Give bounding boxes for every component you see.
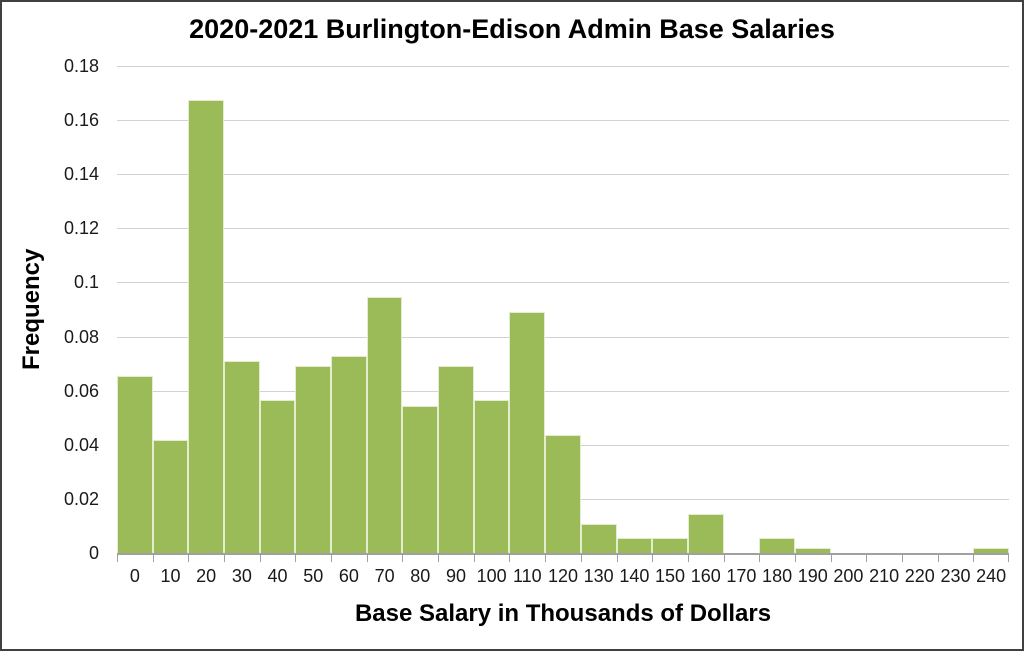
x-tick-label: 60 — [338, 566, 359, 586]
x-axis-tick — [723, 553, 725, 562]
x-axis-tick-labels: 0 10 20 30 40 50 60 70 80 90 100 110 120 130 140 150 160… — [117, 565, 1009, 587]
x-axis-tick — [866, 553, 868, 562]
histogram-bar-50 — [295, 366, 332, 553]
histogram-bar-150 — [652, 538, 688, 553]
x-axis-tick — [830, 553, 832, 562]
x-axis-tick — [545, 553, 547, 562]
y-tick-label: 0.16 — [63, 110, 99, 131]
x-tick-label: 170 — [726, 566, 757, 586]
histogram-bar-190 — [794, 548, 831, 553]
histogram-bar-20 — [188, 100, 225, 553]
histogram-bar-120 — [545, 435, 581, 553]
gridline — [117, 66, 1009, 67]
y-axis-tick-labels: 0.18 0.16 0.14 0.12 0.1 0.08 0.06 0.04 0.02 0 — [2, 56, 99, 563]
gridline — [117, 390, 1009, 392]
x-axis-tick — [224, 553, 226, 562]
gridline — [117, 282, 1009, 284]
x-tick-label: 0 — [129, 566, 140, 586]
x-tick-label: 190 — [797, 566, 828, 586]
x-axis-tick — [152, 553, 154, 562]
x-tick-label: 30 — [231, 566, 252, 586]
histogram-bar-80 — [402, 405, 439, 553]
y-tick-label: 0.18 — [63, 56, 99, 76]
y-tick-label: 0.04 — [63, 434, 99, 455]
y-tick-label: 0.06 — [63, 380, 99, 401]
histogram-bar-140 — [616, 538, 653, 553]
x-axis-tick — [366, 553, 368, 562]
x-axis-tick — [901, 553, 903, 562]
y-tick-label: 0.14 — [63, 164, 99, 185]
x-axis-tick — [473, 553, 475, 562]
x-tick-label: 20 — [196, 566, 217, 586]
x-tick-label: 240 — [976, 566, 1007, 586]
x-tick-label: 120 — [547, 566, 579, 586]
x-axis-tick — [1008, 553, 1009, 562]
x-tick-label: 140 — [619, 566, 650, 586]
histogram-bar-30 — [224, 361, 260, 553]
x-tick-label: 230 — [940, 566, 971, 586]
x-axis-tick — [438, 553, 440, 562]
x-axis-tick — [794, 553, 796, 562]
histogram-bar-100 — [473, 400, 510, 553]
x-tick-label: 90 — [445, 566, 466, 586]
x-axis-tick — [509, 553, 511, 562]
x-axis-tick — [580, 553, 582, 562]
x-tick-label: 50 — [303, 566, 324, 586]
gridline — [117, 336, 1009, 338]
x-tick-label: 70 — [374, 566, 395, 586]
histogram-bar-180 — [759, 538, 795, 553]
x-tick-label: 110 — [512, 566, 542, 586]
x-axis-tick — [759, 553, 761, 562]
x-axis-tick — [973, 553, 975, 562]
x-axis-tick — [295, 553, 297, 562]
gridline — [117, 228, 1009, 230]
x-tick-label: 180 — [762, 566, 793, 586]
x-axis-tick — [331, 553, 333, 562]
x-axis-tick — [188, 553, 190, 562]
x-axis-tick — [259, 553, 261, 562]
x-axis-tick — [117, 553, 118, 562]
x-tick-label: 210 — [869, 566, 900, 586]
x-axis-title: Base Salary in Thousands of Dollars — [354, 600, 772, 627]
histogram-bar-130 — [580, 523, 617, 553]
histogram-bar-40 — [259, 400, 296, 553]
x-tick-label: 100 — [476, 566, 507, 586]
histogram-bar-10 — [152, 439, 189, 553]
x-axis-tick — [937, 553, 939, 562]
x-tick-label: 200 — [833, 566, 864, 586]
histogram-bar-110 — [509, 311, 546, 553]
x-tick-label: 150 — [655, 566, 686, 586]
y-tick-label: 0.02 — [63, 488, 99, 509]
histogram-bar-160 — [687, 513, 724, 553]
x-axis-tick — [687, 553, 689, 562]
y-tick-label: 0 — [88, 543, 99, 563]
y-tick-label: 0.1 — [73, 272, 99, 293]
x-axis-tick — [616, 553, 618, 562]
histogram-bar-90 — [438, 366, 474, 553]
x-tick-label: 220 — [904, 566, 935, 586]
plot-area — [117, 66, 1009, 562]
y-tick-label: 0.12 — [63, 218, 99, 239]
x-axis-tick — [402, 553, 404, 562]
x-axis-tick — [652, 553, 654, 562]
gridline — [117, 174, 1009, 176]
x-tick-label: 10 — [160, 566, 181, 586]
x-tick-label: 130 — [583, 566, 614, 586]
x-tick-label: 80 — [410, 566, 431, 586]
histogram-bar-0 — [117, 375, 153, 553]
gridline — [117, 120, 1009, 122]
x-tick-label: 40 — [267, 566, 288, 586]
x-tick-label: 160 — [690, 566, 721, 586]
histogram-bar-240 — [973, 548, 1009, 553]
chart-title: 2020-2021 Burlington-Edison Admin Base S… — [189, 14, 835, 44]
y-tick-label: 0.08 — [63, 326, 99, 347]
histogram-bar-60 — [331, 356, 367, 553]
histogram-bar-70 — [366, 297, 403, 553]
